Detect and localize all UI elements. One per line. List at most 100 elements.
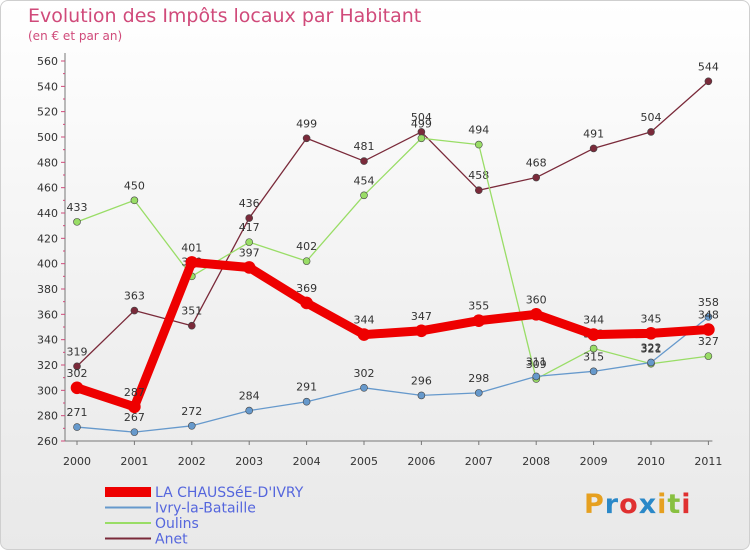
y-tick-label: 260	[37, 435, 58, 448]
logo-letter: o	[619, 489, 639, 520]
data-label: 296	[411, 374, 432, 387]
data-label: 322	[641, 341, 662, 354]
series-line-Anet	[76, 80, 710, 367]
data-label: 271	[67, 406, 88, 419]
data-point	[704, 352, 713, 360]
data-label: 358	[698, 296, 719, 309]
data-label: 454	[354, 174, 375, 187]
data-label: 291	[296, 381, 317, 394]
data-label: 355	[468, 300, 489, 313]
data-point	[474, 389, 483, 397]
proxiti-logo: Proxiti	[584, 489, 692, 520]
data-point	[360, 191, 368, 200]
series-line-Ivry-la-Bataille	[76, 316, 710, 433]
data-label: 544	[698, 60, 719, 73]
y-tick-label: 320	[37, 359, 58, 372]
data-point	[417, 391, 426, 400]
data-point	[302, 397, 311, 406]
data-label: 494	[468, 124, 489, 137]
data-point	[300, 296, 313, 310]
y-tick-label: 520	[37, 106, 58, 119]
data-label: 267	[124, 411, 145, 424]
data-label: 369	[296, 282, 317, 295]
data-point	[360, 383, 368, 392]
y-tick-label: 400	[37, 258, 58, 271]
x-tick-label: 2007	[465, 455, 493, 468]
data-point	[647, 358, 655, 367]
logo-letter: P	[584, 489, 605, 520]
logo-letter: i	[657, 489, 668, 520]
data-label: 468	[526, 157, 547, 170]
data-label: 344	[583, 314, 604, 327]
y-tick-label: 540	[37, 80, 58, 93]
data-label: 327	[698, 335, 719, 348]
data-point	[130, 428, 139, 436]
data-label: 436	[239, 197, 260, 210]
data-label: 302	[67, 367, 88, 380]
legend-entry: Oulins	[155, 516, 199, 532]
data-point	[647, 128, 655, 136]
data-label: 321	[641, 343, 662, 356]
data-label: 347	[411, 310, 432, 323]
data-label: 309	[526, 358, 547, 371]
data-point	[128, 400, 141, 414]
y-tick-label: 460	[37, 182, 58, 195]
x-tick-label: 2003	[235, 455, 263, 468]
x-tick-label: 2002	[178, 455, 206, 468]
data-point	[357, 328, 371, 341]
logo-letter: t	[667, 489, 682, 520]
data-label: 481	[354, 140, 375, 153]
data-label: 272	[181, 405, 202, 418]
data-point	[589, 344, 598, 353]
legend-entry: LA CHAUSSéE-D'IVRY	[155, 485, 304, 501]
data-point	[532, 372, 541, 381]
data-point	[188, 321, 196, 330]
x-tick-label: 2004	[293, 455, 321, 468]
data-label: 363	[124, 290, 145, 303]
data-label: 458	[468, 169, 489, 182]
logo-letter: r	[604, 489, 620, 520]
data-label: 504	[641, 111, 662, 124]
data-label: 298	[468, 372, 489, 385]
y-tick-label: 560	[37, 55, 58, 68]
data-label: 315	[583, 350, 604, 363]
data-point	[185, 256, 199, 269]
data-point	[245, 406, 253, 415]
data-point	[704, 313, 713, 321]
data-label: 397	[239, 246, 260, 259]
data-label: 344	[354, 314, 375, 327]
logo-letter: x	[638, 489, 658, 520]
data-label: 499	[296, 117, 317, 130]
data-point	[242, 261, 256, 274]
data-point	[532, 173, 541, 182]
data-point	[130, 196, 139, 205]
x-tick-label: 2011	[694, 455, 722, 468]
chart-title: Evolution des Impôts locaux par Habitant	[28, 5, 422, 27]
data-point	[70, 381, 84, 395]
logo-letter: i	[681, 489, 692, 520]
data-label: 417	[239, 221, 260, 234]
x-tick-label: 2000	[63, 455, 91, 468]
y-tick-label: 500	[37, 131, 58, 144]
legend-entry: Ivry-la-Bataille	[155, 501, 256, 517]
data-point	[73, 218, 81, 226]
data-label: 345	[641, 312, 662, 325]
data-point	[188, 421, 196, 430]
data-point	[73, 362, 81, 371]
data-point	[130, 306, 139, 315]
data-point	[360, 157, 368, 165]
x-tick-label: 2010	[637, 455, 665, 468]
data-point	[245, 238, 253, 246]
y-tick-label: 280	[37, 410, 58, 423]
data-label: 360	[526, 293, 547, 306]
data-point	[587, 328, 600, 341]
data-point	[702, 323, 715, 336]
y-tick-label: 300	[37, 384, 58, 397]
y-tick-label: 420	[37, 232, 58, 245]
data-point	[472, 314, 486, 327]
chart-subtitle: (en € et par an)	[28, 29, 123, 43]
series-line-Oulins	[76, 137, 710, 380]
data-label: 311	[526, 355, 547, 368]
